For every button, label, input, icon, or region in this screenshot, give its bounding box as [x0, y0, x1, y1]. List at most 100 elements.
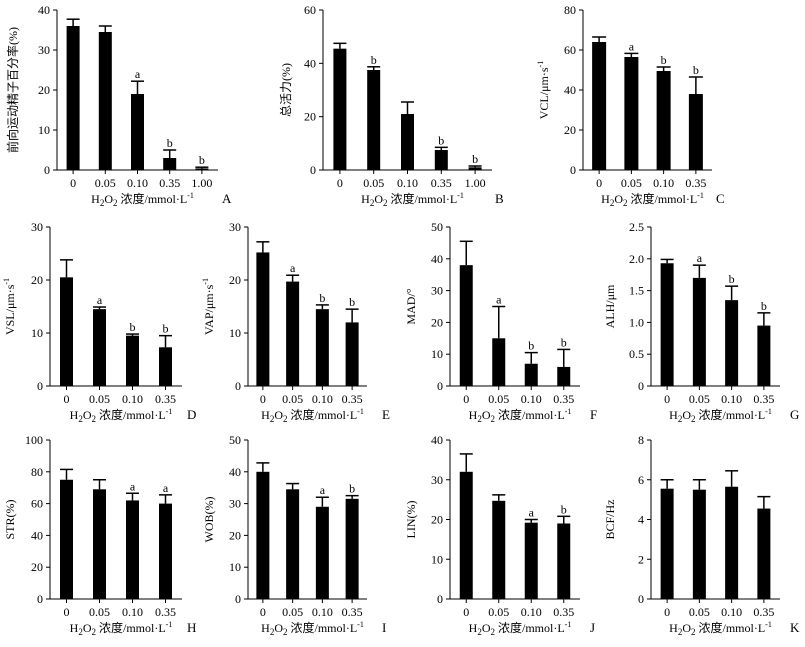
- significance-label: b: [130, 320, 136, 334]
- y-axis-label: ALH/μm: [603, 284, 617, 328]
- y-tick-label: 10: [38, 123, 50, 137]
- significance-label: a: [529, 506, 535, 520]
- y-axis-label: MAD/°: [404, 288, 418, 324]
- y-tick-label: 30: [31, 220, 43, 234]
- bar: [660, 488, 674, 599]
- x-tick-label: 0.10: [397, 176, 418, 190]
- y-tick-label: 1.0: [629, 315, 644, 329]
- bar: [524, 522, 538, 599]
- significance-label: b: [472, 152, 478, 166]
- x-tick-label: 0.35: [342, 392, 363, 406]
- significance-label: a: [629, 39, 635, 53]
- y-tick-label: 20: [431, 513, 443, 527]
- significance-label: b: [729, 272, 735, 286]
- x-tick-label: 0.35: [685, 176, 706, 190]
- x-axis-label: H2O2 浓度/mmol·L-1: [669, 620, 772, 637]
- y-tick-label: 40: [431, 252, 443, 266]
- y-axis-label: 前向运动精子百分率(%): [5, 27, 20, 153]
- y-tick-label: 30: [229, 220, 241, 234]
- x-tick-label: 0.10: [521, 605, 542, 619]
- y-tick-label: 50: [431, 220, 443, 234]
- x-tick-label: 0.05: [89, 392, 110, 406]
- bar: [468, 167, 482, 170]
- panel-letter: E: [382, 407, 390, 422]
- x-tick-label: 0: [664, 605, 670, 619]
- x-tick-label: 0.35: [753, 392, 774, 406]
- y-tick-label: 20: [229, 273, 241, 287]
- significance-label: a: [496, 293, 502, 307]
- x-tick-label: 0.05: [689, 392, 710, 406]
- chart-panel-H: 0 20 40 60 80 100 0 0.05 0.10 a 0.35 a H2O2 浓度/mmol·…: [3, 433, 196, 637]
- chart-panel-C: 0 20 40 60 80 0 0.05 a 0.10 b 0.35 b H2O2 浓度/mmol·L-…: [536, 3, 725, 208]
- significance-label: b: [693, 63, 699, 77]
- significance-label: b: [349, 482, 355, 496]
- bar: [492, 500, 506, 599]
- x-axis-label: H2O2 浓度/mmol·L-1: [601, 191, 704, 208]
- significance-label: a: [320, 483, 326, 497]
- x-tick-label: 0.10: [127, 176, 148, 190]
- x-axis-label: H2O2 浓度/mmol·L-1: [669, 407, 772, 424]
- y-axis-label: VCL/μm·s-1: [536, 61, 551, 119]
- y-tick-label: 20: [31, 560, 43, 574]
- bar: [725, 486, 739, 599]
- y-tick-label: 0: [638, 379, 644, 393]
- x-axis-label: H2O2 浓度/mmol·L-1: [261, 407, 364, 424]
- x-tick-label: 1.00: [465, 176, 486, 190]
- bar: [459, 265, 473, 386]
- x-axis-label: H2O2 浓度/mmol·L-1: [261, 620, 364, 637]
- x-tick-label: 0: [596, 176, 602, 190]
- bar: [126, 335, 139, 386]
- x-tick-label: 0.35: [753, 605, 774, 619]
- x-tick-label: 0: [664, 392, 670, 406]
- x-tick-label: 0.35: [342, 605, 363, 619]
- bar: [557, 366, 571, 386]
- bar: [692, 277, 706, 386]
- chart-panel-B: 0 20 40 60 0 0.05 b 0.10 0.35 b 1.00 b H2O2 浓度/mmol·…: [279, 3, 504, 208]
- bar: [93, 309, 106, 386]
- bar: [286, 489, 300, 599]
- x-tick-label: 0.05: [621, 176, 642, 190]
- bar: [524, 363, 538, 386]
- y-tick-label: 50: [229, 433, 241, 447]
- x-tick-label: 0.05: [95, 176, 116, 190]
- chart-panel-I: 0 10 20 30 40 50 0 0.05 0.10 a 0.35 b H2O2 浓度/mmol·L…: [202, 433, 386, 637]
- bar: [159, 347, 172, 386]
- y-tick-label: 0: [37, 379, 43, 393]
- y-axis-label: WOB(%): [202, 497, 216, 543]
- y-axis-label: 总活力(%): [279, 63, 293, 117]
- bar: [757, 508, 771, 599]
- bar: [345, 498, 359, 599]
- x-tick-label: 0.10: [721, 392, 742, 406]
- x-tick-label: 0.05: [282, 605, 303, 619]
- chart-panel-J: 0 10 20 30 40 0 0.05 0.10 a 0.35 b H2O2 浓度/mmol·L-1…: [404, 433, 595, 637]
- significance-label: a: [130, 479, 136, 493]
- bar: [624, 57, 639, 170]
- x-tick-label: 0: [337, 176, 343, 190]
- y-tick-label: 80: [31, 465, 43, 479]
- x-tick-label: 1.00: [191, 176, 212, 190]
- y-tick-label: 0: [310, 163, 316, 177]
- panel-letter: D: [187, 407, 196, 422]
- bar: [757, 325, 771, 386]
- x-axis-label: H2O2 浓度/mmol·L-1: [70, 620, 173, 637]
- y-tick-label: 10: [431, 552, 443, 566]
- x-tick-label: 0.05: [89, 605, 110, 619]
- x-tick-label: 0: [260, 605, 266, 619]
- y-tick-label: 0.5: [629, 347, 644, 361]
- y-tick-label: 4: [638, 513, 644, 527]
- chart-panel-E: 0 10 20 30 0 0.05 a 0.10 b 0.35 b H2O2 浓度/mmol·L-1 V…: [201, 220, 390, 424]
- y-tick-label: 40: [38, 3, 50, 17]
- y-axis-label: STR(%): [3, 500, 17, 540]
- significance-label: b: [561, 502, 567, 516]
- y-tick-label: 60: [564, 43, 576, 57]
- y-tick-label: 8: [638, 433, 644, 447]
- y-tick-label: 40: [564, 83, 576, 97]
- panel-letter: H: [187, 620, 196, 635]
- x-axis-label: H2O2 浓度/mmol·L-1: [70, 407, 173, 424]
- y-tick-label: 80: [564, 3, 576, 17]
- y-axis-label: LIN(%): [404, 501, 418, 539]
- bar: [333, 48, 347, 170]
- bar: [131, 94, 144, 170]
